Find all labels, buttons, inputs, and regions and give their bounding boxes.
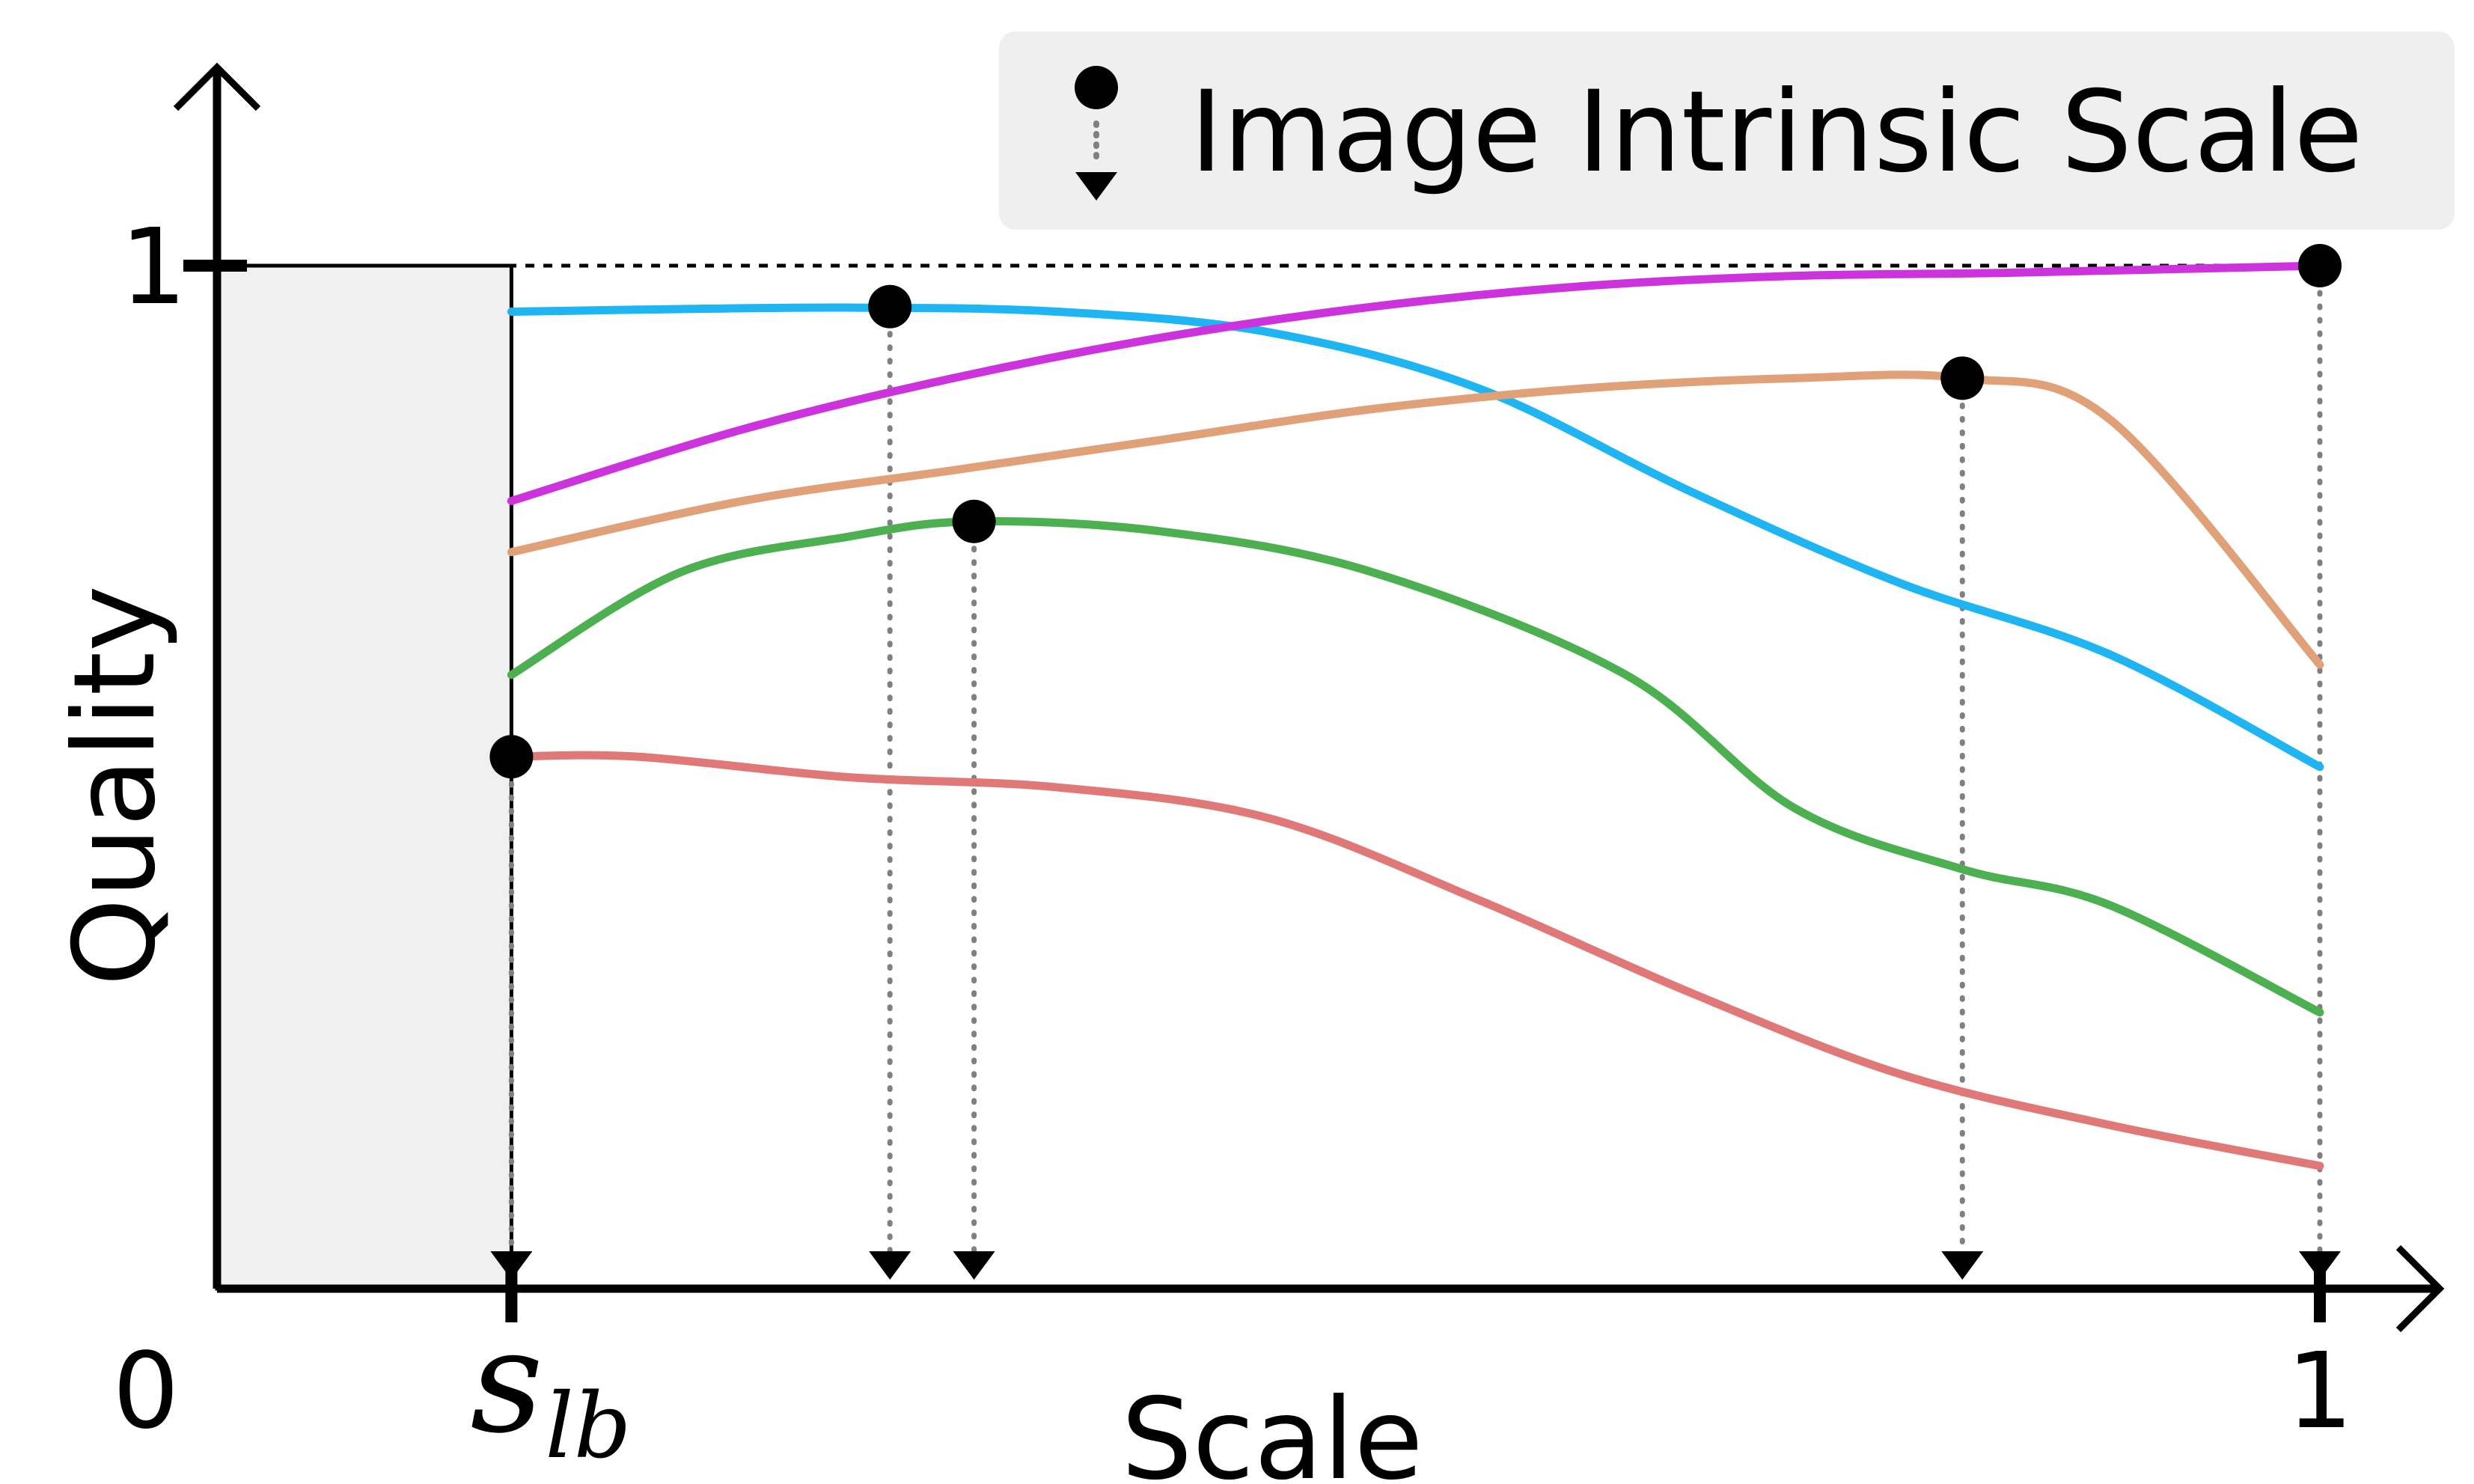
series-line-5 xyxy=(507,751,2324,1170)
intrinsic-scale-point-4 xyxy=(952,499,996,543)
ticks: 0 s lb 1 1 xyxy=(112,207,2353,1479)
shaded-region xyxy=(215,263,513,1291)
x-tick-label-sub-2: lb xyxy=(545,1375,631,1479)
series-group xyxy=(507,261,2324,1170)
intrinsic-scale-markers xyxy=(489,244,2342,779)
y-axis-arrow xyxy=(173,62,261,112)
axes xyxy=(173,62,2445,1333)
intrinsic-scale-point-1 xyxy=(868,284,912,329)
x-tick-label-3: 1 xyxy=(2286,1331,2353,1453)
x-tick-label-1: 0 xyxy=(112,1331,179,1453)
x-tick-label-2: s xyxy=(470,1299,543,1465)
intrinsic-scale-point-2 xyxy=(2298,244,2342,287)
series-line-4 xyxy=(507,517,2324,1017)
legend-marker-dot xyxy=(1075,66,1118,109)
legend-marker-arrow xyxy=(1075,172,1117,201)
y-axis-label: Quality xyxy=(50,585,180,986)
intrinsic-scale-drop-lines xyxy=(490,263,2341,1280)
series-line-2 xyxy=(507,261,2324,505)
series-line-1 xyxy=(507,303,2324,772)
y-tick-label-1: 1 xyxy=(120,207,186,329)
legend-box xyxy=(999,31,2455,230)
legend: Image Intrinsic Scale xyxy=(999,31,2455,230)
x-axis-arrow xyxy=(2395,1245,2445,1333)
series-line-3 xyxy=(507,370,2324,669)
drop-arrowhead-4 xyxy=(953,1251,995,1280)
legend-label: Image Intrinsic Scale xyxy=(1190,67,2363,198)
intrinsic-scale-point-3 xyxy=(1940,356,1985,400)
drop-arrowhead-1 xyxy=(869,1251,911,1280)
drop-arrowhead-3 xyxy=(1941,1251,1984,1280)
intrinsic-scale-point-5 xyxy=(489,735,534,779)
x-axis-label: Scale xyxy=(1121,1375,1423,1484)
